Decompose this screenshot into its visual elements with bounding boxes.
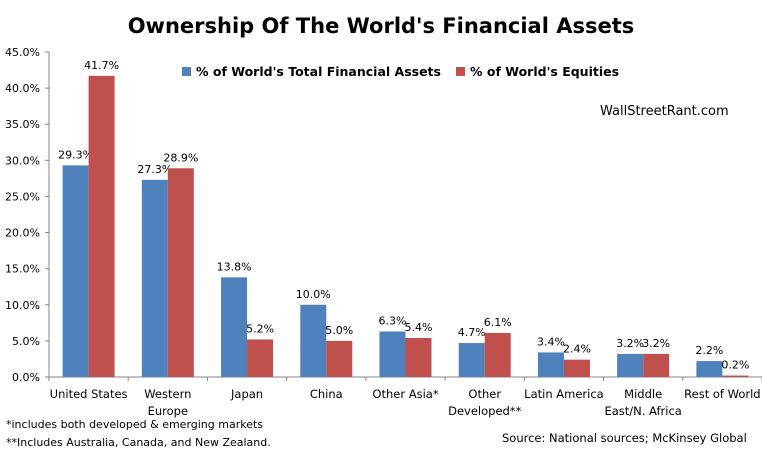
- x-tick-label: East/N. Africa: [604, 404, 681, 418]
- bar-equities: [406, 338, 432, 377]
- x-tick-label: Rest of World: [684, 387, 760, 401]
- y-tick-label: 15.0%: [5, 263, 40, 276]
- y-tick-label: 0.0%: [12, 371, 40, 384]
- y-tick-label: 35.0%: [5, 118, 40, 131]
- data-label-equities: 5.4%: [405, 321, 433, 334]
- x-tick-label: United States: [50, 387, 128, 401]
- y-tick-label: 30.0%: [5, 154, 40, 167]
- x-tick-label: Other: [468, 387, 501, 401]
- bar-assets: [300, 305, 326, 377]
- y-tick-label: 10.0%: [5, 299, 40, 312]
- bar-assets: [538, 352, 564, 377]
- y-tick-label: 40.0%: [5, 82, 40, 95]
- x-tick-label: China: [310, 387, 343, 401]
- credit-text: WallStreetRant.com: [600, 104, 729, 119]
- x-tick-label: Latin America: [524, 387, 604, 401]
- x-tick-label: Other Asia*: [372, 387, 438, 401]
- x-tick-label: Japan: [230, 387, 263, 401]
- bar-equities: [722, 376, 748, 377]
- data-label-equities: 2.4%: [563, 343, 591, 356]
- y-tick-label: 20.0%: [5, 227, 40, 240]
- data-label-assets: 13.8%: [217, 260, 252, 273]
- bar-equities: [247, 339, 273, 377]
- chart-title: Ownership Of The World's Financial Asset…: [0, 14, 762, 38]
- data-label-equities: 5.2%: [246, 322, 274, 335]
- bar-equities: [485, 333, 511, 377]
- data-label-equities: 6.1%: [484, 316, 512, 329]
- legend-item-assets: % of World's Total Financial Assets: [182, 64, 441, 79]
- data-label-equities: 41.7%: [84, 59, 119, 72]
- x-tick-label: Middle: [624, 387, 662, 401]
- x-tick-label: Europe: [148, 404, 188, 418]
- bar-assets: [63, 165, 89, 377]
- data-label-assets: 29.3%: [58, 148, 93, 161]
- data-label-equities: 0.2%: [721, 359, 749, 372]
- y-tick-label: 25.0%: [5, 190, 40, 203]
- bar-equities: [326, 341, 352, 377]
- bar-assets: [459, 343, 485, 377]
- bar-equities: [564, 360, 590, 377]
- legend-item-equities: % of World's Equities: [456, 64, 619, 79]
- x-tick-label: Western: [144, 387, 191, 401]
- bar-equities: [168, 168, 194, 377]
- bar-equities: [643, 354, 669, 377]
- y-tick-label: 5.0%: [12, 335, 40, 348]
- data-label-assets: 6.3%: [379, 315, 407, 328]
- legend-swatch-equities: [456, 67, 465, 76]
- data-label-assets: 2.2%: [695, 344, 723, 357]
- data-label-assets: 4.7%: [458, 326, 486, 339]
- data-label-assets: 10.0%: [296, 288, 331, 301]
- legend-label-assets: % of World's Total Financial Assets: [196, 64, 441, 79]
- bar-assets: [221, 277, 247, 377]
- data-label-assets: 3.2%: [616, 337, 644, 350]
- footnote-1: *includes both developed & emerging mark…: [6, 418, 263, 431]
- bar-assets: [617, 354, 643, 377]
- data-label-assets: 27.3%: [137, 163, 172, 176]
- source-text: Source: National sources; McKinsey Globa…: [502, 431, 747, 445]
- bar-assets: [142, 180, 168, 377]
- legend-label-equities: % of World's Equities: [470, 64, 619, 79]
- data-label-assets: 3.4%: [537, 335, 565, 348]
- bar-assets: [380, 332, 406, 378]
- data-label-equities: 3.2%: [642, 337, 670, 350]
- data-label-equities: 5.0%: [325, 324, 353, 337]
- y-tick-label: 45.0%: [5, 46, 40, 59]
- footnote-2: **Includes Australia, Canada, and New Ze…: [6, 436, 271, 449]
- bar-assets: [696, 361, 722, 377]
- x-tick-label: Developed**: [448, 404, 521, 418]
- legend-swatch-assets: [182, 67, 191, 76]
- data-label-equities: 28.9%: [163, 151, 198, 164]
- bar-equities: [89, 76, 115, 377]
